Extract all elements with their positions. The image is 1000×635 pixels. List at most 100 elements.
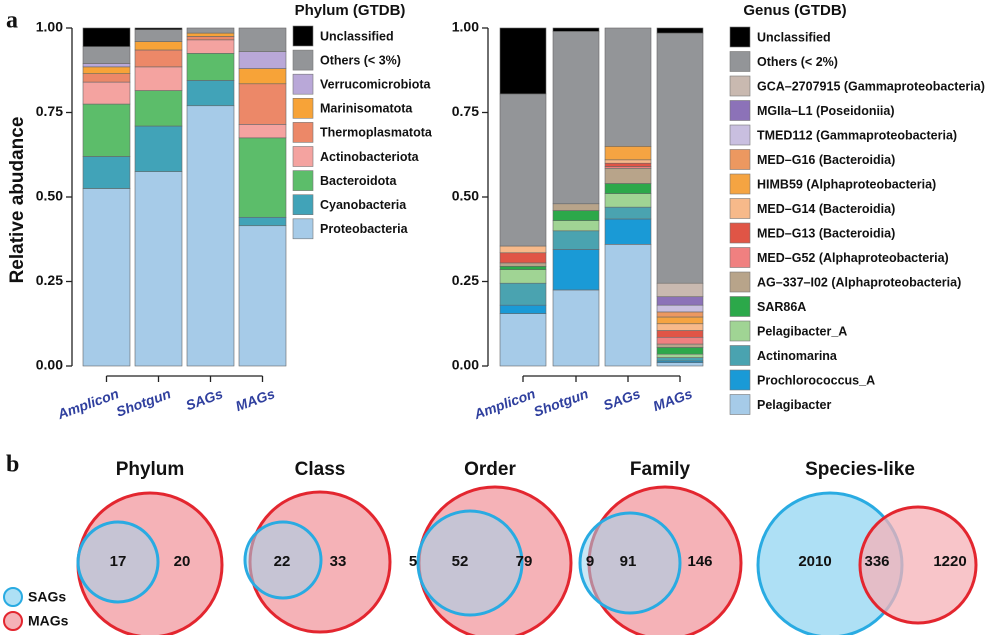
bar-segment xyxy=(656,316,704,325)
bar-segment xyxy=(604,146,652,161)
legend-label: Others (< 2%) xyxy=(757,55,838,69)
x-tick-label: Amplicon xyxy=(54,385,120,422)
legend-swatch xyxy=(729,198,751,219)
bar-segment xyxy=(656,353,704,358)
legend-label: MAGs xyxy=(28,613,69,629)
venn-count: 146 xyxy=(687,553,712,570)
legend-swatch xyxy=(729,149,751,170)
bar-segment xyxy=(656,311,704,318)
venn-count: 79 xyxy=(516,553,533,570)
legend-label: Cyanobacteria xyxy=(320,198,407,212)
x-tick-label: Amplicon xyxy=(471,385,537,422)
bar-segment xyxy=(656,347,704,355)
bar-segment xyxy=(82,81,131,105)
legend-swatch xyxy=(3,587,23,607)
venn-circle xyxy=(76,520,160,604)
bar-segment xyxy=(552,203,600,211)
venn-title: Phylum xyxy=(116,459,185,480)
legend-swatch xyxy=(729,222,751,244)
legend-label: Prochlorococcus_A xyxy=(757,373,875,387)
bar-segment xyxy=(82,156,131,189)
legend-label: Bacteroidota xyxy=(320,174,397,188)
bar-segment xyxy=(134,171,183,367)
legend-swatch xyxy=(729,394,751,415)
legend-swatch xyxy=(292,194,314,215)
y-tick-label: 0.75 xyxy=(452,103,479,119)
legend-label: HIMB59 (Alphaproteobacteria) xyxy=(757,177,936,191)
bar-segment xyxy=(82,27,131,47)
bar-segment xyxy=(604,193,652,208)
venn-count: 336 xyxy=(864,553,889,570)
panel-label: a xyxy=(6,8,18,34)
x-tick-label: Shotgun xyxy=(114,385,173,419)
legend-swatch xyxy=(292,73,314,95)
bar-segment xyxy=(238,27,287,52)
venn-count: 52 xyxy=(452,553,469,570)
bar-segment xyxy=(499,313,547,367)
legend-label: SAGs xyxy=(28,589,66,605)
bar-segment xyxy=(656,32,704,284)
bar-segment xyxy=(186,80,235,107)
bar-segment xyxy=(656,296,704,306)
bar-segment xyxy=(134,27,183,30)
legend-label: Verrucomicrobiota xyxy=(320,77,431,91)
bar-segment xyxy=(82,63,131,68)
venn-title: Order xyxy=(464,459,516,480)
legend-swatch xyxy=(729,173,751,195)
legend-label: Actinomarina xyxy=(757,349,838,363)
bar-segment xyxy=(656,362,704,367)
legend-swatch xyxy=(729,75,751,97)
bar-segment xyxy=(656,357,704,362)
bar-segment xyxy=(186,53,235,81)
legend-label: Pelagibacter_A xyxy=(757,324,847,338)
bar-segment xyxy=(134,29,183,42)
bar-segment xyxy=(134,41,183,51)
chart-title: Phylum (GTDB) xyxy=(295,2,406,19)
legend-swatch xyxy=(729,345,751,366)
legend-swatch xyxy=(729,51,751,72)
legend-swatch xyxy=(729,320,751,342)
venn-count: 22 xyxy=(274,553,291,570)
y-tick-label: 0.00 xyxy=(36,357,63,373)
venn-circle xyxy=(416,509,524,617)
venn-title: Species-like xyxy=(805,459,915,480)
legend-label: MED–G52 (Alphaproteobacteria) xyxy=(757,251,949,265)
venn-count: 9 xyxy=(586,553,594,570)
bar-segment xyxy=(186,36,235,41)
y-tick-label: 0.00 xyxy=(452,357,479,373)
bar-segment xyxy=(238,124,287,139)
bar-segment xyxy=(499,262,547,267)
y-tick-label: 0.50 xyxy=(452,188,479,204)
y-tick-label: 1.00 xyxy=(36,19,63,35)
bar-segment xyxy=(499,282,547,306)
legend-swatch xyxy=(292,25,314,47)
bar-segment xyxy=(134,90,183,127)
bar-segment xyxy=(499,265,547,270)
legend-label: TMED112 (Gammaproteobacteria) xyxy=(757,128,957,142)
bar-segment xyxy=(186,32,235,37)
bar-segment xyxy=(499,93,547,247)
venn-title: Family xyxy=(630,459,691,480)
y-tick-label: 0.25 xyxy=(36,272,63,288)
legend-label: Proteobacteria xyxy=(320,222,409,236)
bar-segment xyxy=(656,343,704,348)
legend-swatch xyxy=(729,26,751,48)
legend-swatch xyxy=(729,247,751,268)
legend-label: Pelagibacter xyxy=(757,398,831,412)
bar-segment xyxy=(604,183,652,194)
y-tick-label: 0.25 xyxy=(452,272,479,288)
venn-count: 2010 xyxy=(798,553,831,570)
venn-count: 20 xyxy=(174,553,191,570)
legend-swatch xyxy=(292,218,314,240)
y-tick-label: 1.00 xyxy=(452,19,479,35)
x-tick-label: MAGs xyxy=(233,385,277,414)
bar-segment xyxy=(656,323,704,331)
bar-segment xyxy=(499,27,547,95)
legend-label: SAR86A xyxy=(757,300,806,314)
bar-segment xyxy=(238,68,287,85)
bar-segment xyxy=(656,336,704,345)
bar-segment xyxy=(656,304,704,313)
legend-swatch xyxy=(292,98,314,119)
bar-segment xyxy=(552,220,600,232)
